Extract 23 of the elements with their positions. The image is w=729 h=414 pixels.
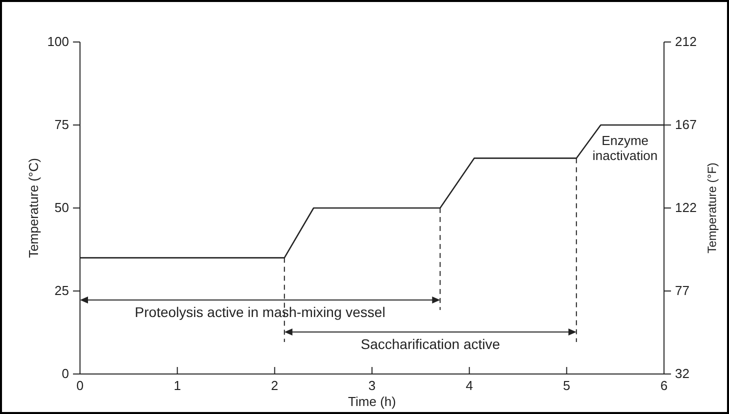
x-tick-label: 6 <box>660 378 668 393</box>
annotation: Saccharification active <box>360 336 500 352</box>
y2-tick-label: 167 <box>675 117 697 132</box>
y-tick-label: 50 <box>54 200 69 215</box>
y2-axis-title: Temperature (°F) <box>705 162 719 254</box>
annotation: Proteolysis active in mash-mixing vessel <box>134 304 386 320</box>
y2-tick-label: 32 <box>675 366 690 381</box>
y-tick-label: 0 <box>62 366 69 381</box>
x-tick-label: 1 <box>174 378 181 393</box>
y-axis-title: Temperature (°C) <box>26 158 41 258</box>
y-tick-label: 75 <box>54 117 69 132</box>
x-axis-title: Time (h) <box>348 394 396 409</box>
y2-tick-label: 77 <box>675 283 690 298</box>
x-tick-label: 3 <box>368 378 376 393</box>
y2-tick-label: 212 <box>675 34 697 49</box>
x-tick-label: 4 <box>466 378 473 393</box>
x-tick-label: 5 <box>563 378 570 393</box>
y-tick-label: 25 <box>54 283 69 298</box>
x-tick-label: 2 <box>271 378 278 393</box>
annotation: Enzyme inactivation <box>592 133 658 163</box>
y2-tick-label: 122 <box>675 200 697 215</box>
x-tick-label: 0 <box>76 378 84 393</box>
y-tick-label: 100 <box>47 34 69 49</box>
